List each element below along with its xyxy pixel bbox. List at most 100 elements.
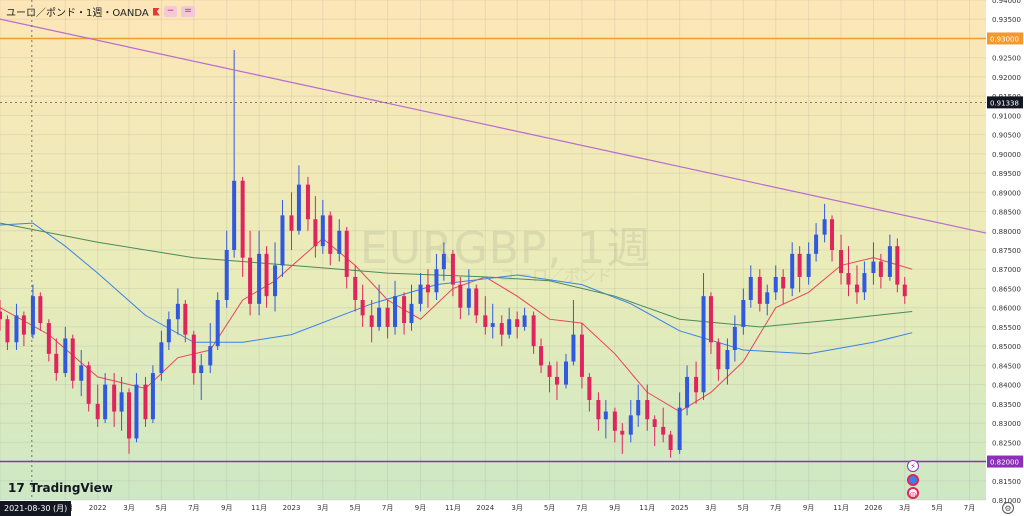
candle-body: [620, 430, 625, 435]
candle-body: [725, 350, 730, 370]
trendline-line: [0, 18, 987, 234]
x-tick-label: 3月: [317, 504, 328, 512]
candle-body: [732, 326, 737, 350]
tradingview-logo-icon: 17: [8, 481, 25, 495]
y-tick-label: 0.84500: [992, 362, 1021, 370]
x-tick-label: 2023: [283, 504, 301, 512]
candle-body: [628, 415, 633, 435]
x-tick-label: 11月: [445, 504, 461, 512]
candle-body: [701, 296, 706, 393]
y-tick-label: 0.88000: [992, 228, 1021, 236]
y-tick-label: 0.81000: [992, 497, 1021, 505]
candle-body: [806, 253, 811, 277]
candle-body: [175, 303, 180, 320]
x-tick-label: 9月: [803, 504, 814, 512]
candles: [0, 50, 907, 458]
time-axis[interactable]: 7月 11月 2022 3月 5月 7月 9月 11月 2023 3月 5月 7月 9月 11月 2024 3…: [0, 504, 975, 512]
candle-body: [393, 296, 398, 327]
candle-body: [878, 261, 883, 277]
dividend-icon[interactable]: ◎: [907, 487, 919, 499]
symbol-title[interactable]: ユーロ／ポンド・1週・OANDA − =: [6, 4, 195, 19]
candle-body: [507, 319, 512, 335]
candle-body: [215, 300, 220, 347]
lightning-icon[interactable]: ⚡: [907, 460, 919, 472]
candle-body: [248, 257, 253, 304]
candle-body: [773, 276, 778, 293]
y-tick-label: 0.85500: [992, 324, 1021, 332]
candle-body: [134, 384, 139, 439]
candle-body: [458, 284, 463, 308]
candle-body: [902, 284, 907, 297]
earnings-icon[interactable]: [907, 474, 919, 486]
y-tick-label: 0.87000: [992, 266, 1021, 274]
y-tick-label: 0.82500: [992, 439, 1021, 447]
x-tick-label: 5月: [349, 504, 360, 512]
candle-body: [30, 296, 35, 335]
candle-body: [127, 392, 132, 439]
plot-background: [0, 0, 986, 500]
candle-body: [522, 315, 527, 327]
candle-body: [344, 230, 349, 277]
candle-body: [21, 315, 26, 335]
x-tick-label: 9月: [221, 504, 232, 512]
candle-body: [5, 319, 10, 343]
candle-body: [685, 376, 690, 408]
crosshair: [0, 0, 986, 500]
y-tick-label: 0.88500: [992, 209, 1021, 217]
candle-body: [224, 250, 229, 300]
candle-body: [112, 384, 117, 412]
y-tick-label: 0.84000: [992, 382, 1021, 390]
x-tick-label: 7月: [770, 504, 781, 512]
candle-body: [645, 400, 650, 420]
candle-body: [159, 342, 164, 374]
y-tick-label: 0.91000: [992, 112, 1021, 120]
candle-body: [264, 253, 269, 297]
candle-body: [797, 253, 802, 277]
candle-body: [554, 376, 559, 385]
candle-body: [612, 411, 617, 431]
candle-body: [208, 346, 213, 366]
candle-body: [0, 311, 2, 320]
x-tick-label: 11月: [639, 504, 655, 512]
equals-button[interactable]: =: [181, 6, 195, 17]
candle-body: [257, 253, 262, 304]
x-tick-label: 3月: [899, 504, 910, 512]
brand-name: TradingView: [29, 481, 113, 495]
candle-body: [741, 300, 746, 327]
tradingview-brand[interactable]: 17 TradingView: [8, 481, 113, 495]
watermark-name: ユーロ／ポンド: [500, 266, 613, 285]
x-tick-label: 3月: [511, 504, 522, 512]
x-tick-label: 3月: [705, 504, 716, 512]
flag-icon[interactable]: [152, 7, 160, 16]
price-label-box: [987, 32, 1023, 45]
candle-body: [191, 334, 196, 374]
x-tick-label: 7月: [382, 504, 393, 512]
candle-body: [369, 315, 374, 327]
y-tick-label: 0.87500: [992, 247, 1021, 255]
price-axis[interactable]: 0.81000 0.81500 0.82000 0.82500 0.83000 0.835…: [987, 0, 1023, 505]
trendline: [0, 18, 987, 234]
candle-body: [830, 219, 835, 250]
candle-body: [483, 315, 488, 327]
horizontal-lines: [0, 37, 986, 463]
x-tick-label: 5月: [738, 504, 749, 512]
candle-body: [14, 315, 19, 343]
candle-body: [790, 253, 795, 289]
settings-icon[interactable]: ⚙: [1002, 502, 1014, 514]
x-tick-label: 11月: [833, 504, 849, 512]
candle-body: [353, 276, 358, 300]
candle-body: [668, 434, 673, 450]
candle-body: [166, 319, 171, 343]
candle-body: [757, 276, 762, 304]
candle-body: [596, 400, 601, 420]
x-tick-label: 7月: [576, 504, 587, 512]
candle-body: [652, 419, 657, 427]
minus-button[interactable]: −: [163, 6, 178, 17]
x-tick-label: 7月: [964, 504, 975, 512]
candle-body: [409, 303, 414, 324]
candle-body: [708, 296, 713, 343]
candle-body: [490, 323, 495, 327]
candle-body: [603, 411, 608, 420]
